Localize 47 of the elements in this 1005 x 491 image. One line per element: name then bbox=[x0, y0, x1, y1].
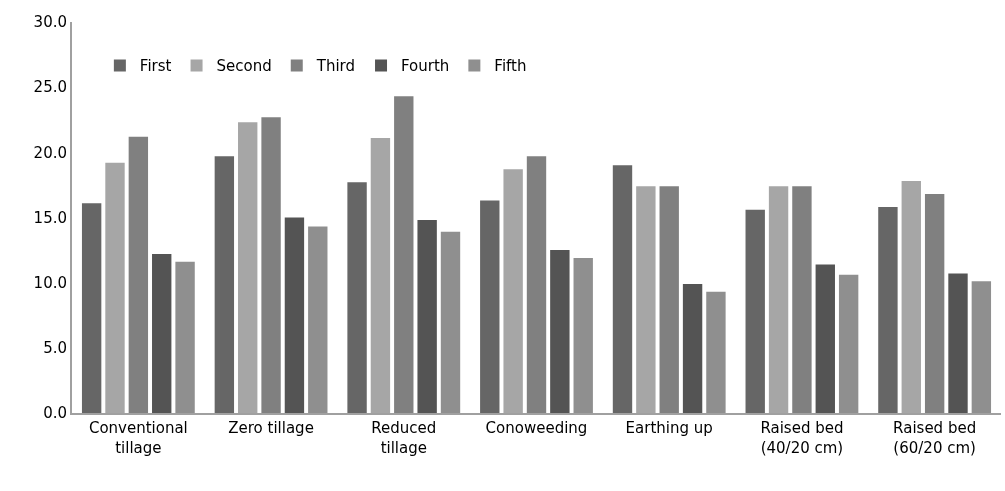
legend-label: First bbox=[139, 57, 172, 76]
y-tick-label: 15.0 bbox=[33, 208, 67, 227]
bar bbox=[815, 264, 835, 413]
bar bbox=[214, 156, 235, 413]
y-tick-label: 5.0 bbox=[43, 339, 67, 358]
bar bbox=[682, 283, 703, 413]
bar bbox=[417, 220, 437, 413]
bar bbox=[706, 291, 726, 413]
bar bbox=[948, 273, 968, 413]
legend-label: Fourth bbox=[401, 57, 450, 76]
bar bbox=[394, 96, 414, 413]
bar bbox=[792, 186, 812, 413]
y-tick-label: 0.0 bbox=[43, 404, 67, 423]
bar bbox=[152, 253, 172, 413]
bar bbox=[612, 165, 633, 413]
bar bbox=[284, 217, 305, 413]
legend-label: Third bbox=[315, 57, 356, 76]
bar bbox=[924, 194, 945, 413]
x-tick-label: Raised bed (40/20 cm) bbox=[760, 419, 844, 457]
y-tick-label: 30.0 bbox=[33, 13, 67, 32]
x-tick-label: Conventional tillage bbox=[88, 419, 188, 457]
bar bbox=[838, 274, 859, 413]
y-tick-label: 25.0 bbox=[33, 78, 67, 97]
bar bbox=[550, 250, 570, 413]
bar bbox=[971, 281, 992, 413]
legend-label: Second bbox=[216, 57, 272, 76]
bar bbox=[261, 117, 281, 413]
bar bbox=[347, 182, 367, 413]
legend-label: Fifth bbox=[494, 57, 527, 76]
bar bbox=[175, 261, 195, 413]
bar bbox=[878, 207, 898, 413]
x-tick-label: Zero tillage bbox=[228, 419, 314, 437]
x-tick-label: Reduced tillage bbox=[371, 419, 437, 457]
bar bbox=[659, 186, 679, 413]
bar bbox=[480, 200, 500, 413]
bar bbox=[526, 156, 547, 413]
x-tick-label: Earthing up bbox=[625, 419, 713, 437]
bar bbox=[573, 257, 593, 413]
y-tick-label: 10.0 bbox=[33, 273, 67, 292]
bar bbox=[440, 231, 461, 413]
bar bbox=[745, 209, 765, 413]
bar bbox=[81, 203, 102, 413]
bar bbox=[128, 136, 149, 413]
bar bbox=[308, 226, 328, 413]
y-tick-label: 20.0 bbox=[33, 143, 67, 162]
x-tick-label: Raised bed (60/20 cm) bbox=[893, 419, 977, 457]
x-tick-label: Conoweeding bbox=[485, 419, 588, 437]
